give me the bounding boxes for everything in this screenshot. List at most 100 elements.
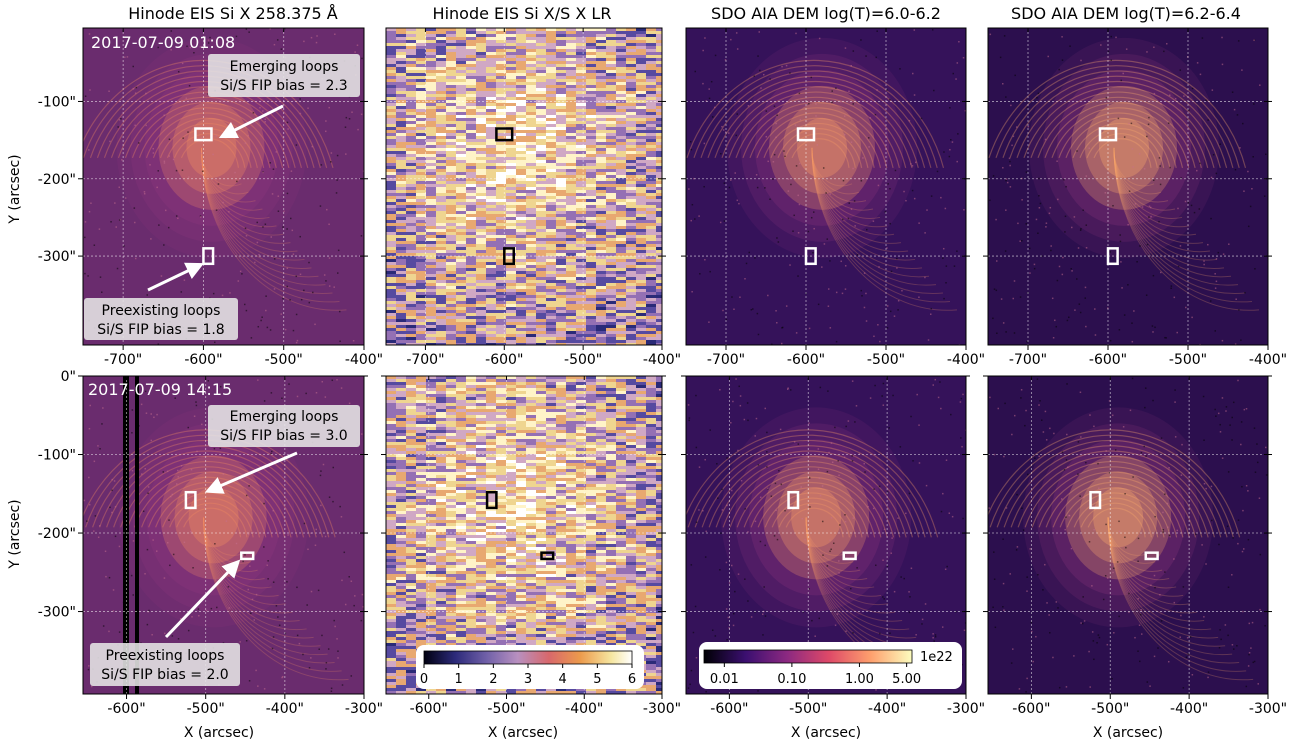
- colorbar-fip-tick: 0: [420, 672, 428, 687]
- arrow-emerging-bottom: [204, 451, 298, 494]
- colorbar-dem-tick: 1.00: [845, 672, 874, 687]
- x-tick-label: -500": [867, 352, 905, 368]
- col-title-4: SDO AIA DEM log(T)=6.2-6.4: [1011, 4, 1241, 23]
- colorbar-dem-tick: 5.00: [892, 672, 921, 687]
- panel-r2-c4: -600" -500" -400" -300": [983, 375, 1287, 717]
- box-preexisting-r1-c3: [804, 247, 817, 266]
- box-emerging-r2-c3: [787, 490, 800, 510]
- col-title-2: Hinode EIS Si X/S X LR: [433, 4, 612, 23]
- box-preexisting-r1-c2: [503, 247, 515, 266]
- colorbar-dem-tick: 0.01: [710, 672, 739, 687]
- x-tick-label: -500": [564, 352, 602, 368]
- x-tick-label: -500": [187, 701, 225, 717]
- col-title-1: Hinode EIS Si X 258.375 Å: [128, 4, 338, 23]
- box-preexisting-r2-c3: [842, 551, 857, 561]
- box-emerging-r2-c1: [184, 490, 197, 510]
- box-preexisting-r2-c4: [1144, 551, 1159, 561]
- box-preexisting-r1-c1: [202, 247, 215, 266]
- x-tick-label: -400": [1249, 352, 1287, 368]
- x-tick-label: -600": [710, 701, 748, 717]
- y-tick-label: -300": [38, 249, 76, 265]
- x-tick-label: -400": [868, 701, 906, 717]
- x-tick-label: -500": [789, 701, 827, 717]
- x-tick-label: -600": [787, 352, 825, 368]
- box-emerging-r1-c3: [796, 127, 816, 142]
- x-tick-label: -700": [1009, 352, 1047, 368]
- x-tick-label: -700": [104, 352, 142, 368]
- x-tick-label: -400": [643, 352, 681, 368]
- x-tick-label: -600": [1012, 701, 1050, 717]
- y-tick-label: 0": [61, 369, 76, 385]
- x-tick-label: -600": [107, 701, 145, 717]
- x-tick-label: -700": [707, 352, 745, 368]
- emerging-title-bottom: Emerging loops: [230, 409, 339, 425]
- box-preexisting-r2-c1: [240, 551, 255, 561]
- x-tick-label: -600": [1089, 352, 1127, 368]
- timestamp-top: 2017-07-09 01:08: [91, 33, 235, 52]
- y-tick-label: -200": [38, 526, 76, 542]
- colorbar-dem-tick: 0.10: [777, 672, 806, 687]
- y-axis-label-bottom: Y (arcsec): [7, 499, 23, 569]
- label-box-emerging-bottom: [208, 405, 360, 447]
- label-box-emerging-top: [208, 54, 360, 97]
- x-tick-label: -500": [487, 701, 525, 717]
- box-emerging-r1-c1: [194, 127, 213, 142]
- box-emerging-r2-c4: [1089, 490, 1102, 510]
- preexisting-title-top: Preexisting loops: [102, 303, 221, 319]
- panel-r1-c2: -700" -600" -500" -400": [381, 27, 681, 368]
- arrow-preexisting-top: [147, 262, 205, 292]
- emerging-title-top: Emerging loops: [230, 59, 339, 75]
- colorbar-fip-tick: 1: [455, 672, 463, 687]
- colorbar-fip-tick: 2: [489, 672, 497, 687]
- y-axis-label-top: Y (arcsec): [7, 154, 23, 224]
- colorbar-fip-tick: 5: [593, 672, 601, 687]
- preexisting-fip-bottom: Si/S FIP bias = 2.0: [101, 667, 228, 683]
- y-tick-label: -300": [38, 605, 76, 621]
- box-emerging-r2-c2: [485, 490, 498, 510]
- label-box-preexisting-top: [84, 298, 238, 340]
- x-tick-label: -500": [265, 352, 303, 368]
- panel-r1-c3: -700" -600" -500" -400": [681, 27, 985, 368]
- preexisting-title-bottom: Preexisting loops: [106, 648, 225, 664]
- colorbar-fip: 0 1 2 3 4 5 6: [416, 645, 644, 689]
- x-tick-label: -500": [1091, 701, 1129, 717]
- x-tick-label: -300": [345, 701, 383, 717]
- colorbar-dem-scale: 1e22: [920, 650, 953, 665]
- x-tick-label: -400": [947, 352, 985, 368]
- box-emerging-r1-c4: [1098, 127, 1118, 142]
- x-tick-label: -500": [1169, 352, 1207, 368]
- emerging-fip-bottom: Si/S FIP bias = 3.0: [220, 428, 347, 444]
- colorbar-fip-tick: 3: [524, 672, 532, 687]
- colorbar-fip-tick: 6: [628, 672, 636, 687]
- colorbar-dem: 1e22 0.01 0.10 1.00 5.00: [699, 642, 962, 689]
- y-tick-label: -200": [38, 172, 76, 188]
- box-preexisting-r1-c4: [1106, 247, 1119, 266]
- x-tick-label: -300": [643, 701, 681, 717]
- x-axis-label-3: X (arcsec): [791, 725, 861, 741]
- box-emerging-r1-c2: [495, 127, 514, 142]
- x-tick-label: -600": [184, 352, 222, 368]
- arrow-emerging-top: [218, 104, 284, 139]
- x-tick-label: -400": [1170, 701, 1208, 717]
- box-preexisting-r2-c2: [540, 551, 555, 561]
- panel-r2-c3: -600" -500" -400" -300": [681, 375, 985, 717]
- x-tick-label: -400": [345, 352, 383, 368]
- x-tick-label: -300": [1249, 701, 1287, 717]
- x-axis-label-1: X (arcsec): [184, 725, 254, 741]
- panel-r1-c4: -700" -600" -500" -400": [983, 27, 1287, 368]
- preexisting-fip-top: Si/S FIP bias = 1.8: [97, 322, 224, 338]
- emerging-fip-top: Si/S FIP bias = 2.3: [220, 78, 347, 94]
- y-tick-label: -100": [38, 448, 76, 464]
- x-axis-label-2: X (arcsec): [488, 725, 558, 741]
- x-tick-label: -300": [947, 701, 985, 717]
- timestamp-bottom: 2017-07-09 14:15: [88, 380, 232, 399]
- x-tick-label: -600": [410, 701, 448, 717]
- col-title-3: SDO AIA DEM log(T)=6.0-6.2: [711, 4, 941, 23]
- x-tick-label: -400": [266, 701, 304, 717]
- colorbar-fip-tick: 4: [559, 672, 567, 687]
- label-box-preexisting-bottom: [90, 643, 240, 686]
- y-tick-label: -100": [38, 94, 76, 110]
- arrow-preexisting-bottom: [164, 559, 241, 639]
- x-tick-label: -600": [485, 352, 523, 368]
